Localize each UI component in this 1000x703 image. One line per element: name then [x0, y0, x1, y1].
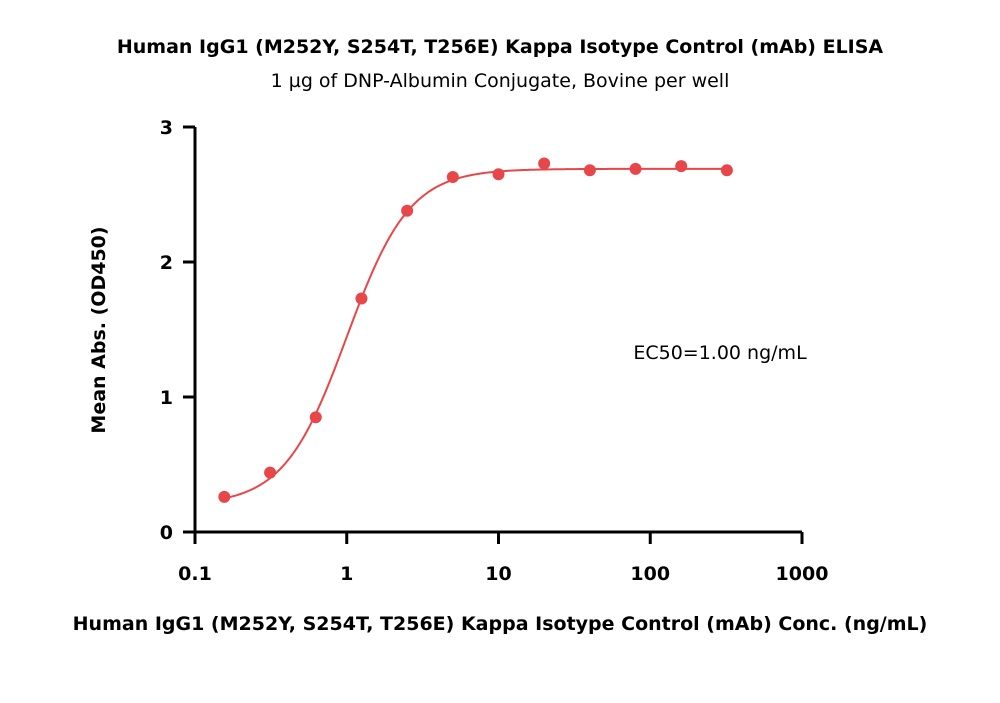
data-point [629, 162, 642, 175]
data-point [538, 157, 551, 170]
data-point [446, 170, 459, 183]
data-point [492, 168, 505, 181]
x-tick-label: 1 [340, 563, 353, 585]
x-tick-label: 0.1 [178, 563, 212, 585]
y-axis-label: Mean Abs. (OD450) [88, 226, 110, 433]
data-point [583, 164, 596, 177]
y-tick-label: 1 [160, 387, 173, 409]
data-points [218, 157, 733, 503]
data-point [355, 292, 368, 305]
y-tick-label: 2 [160, 252, 173, 274]
data-point [218, 490, 231, 503]
x-tick-label: 1000 [776, 563, 829, 585]
fit-curve-group [224, 167, 727, 500]
axes [193, 127, 802, 534]
data-point [264, 466, 277, 479]
chart-title: Human IgG1 (M252Y, S254T, T256E) Kappa I… [117, 36, 884, 58]
data-point [675, 160, 688, 173]
x-tick-label: 100 [630, 563, 670, 585]
ec50-annotation: EC50=1.00 ng/mL [633, 342, 807, 364]
x-axis-label: Human IgG1 (M252Y, S254T, T256E) Kappa I… [73, 613, 928, 635]
data-point [720, 164, 733, 177]
y-tick-label: 3 [160, 117, 173, 139]
x-ticks: 0.1 1 10 100 1000 [178, 532, 828, 585]
data-point [309, 411, 322, 424]
x-tick-label: 10 [485, 563, 511, 585]
data-point [401, 204, 414, 217]
fit-curve [224, 167, 727, 500]
y-tick-label: 0 [160, 522, 173, 544]
y-ticks: 0 1 2 3 [160, 117, 195, 544]
chart-subtitle: 1 µg of DNP-Albumin Conjugate, Bovine pe… [271, 70, 730, 92]
